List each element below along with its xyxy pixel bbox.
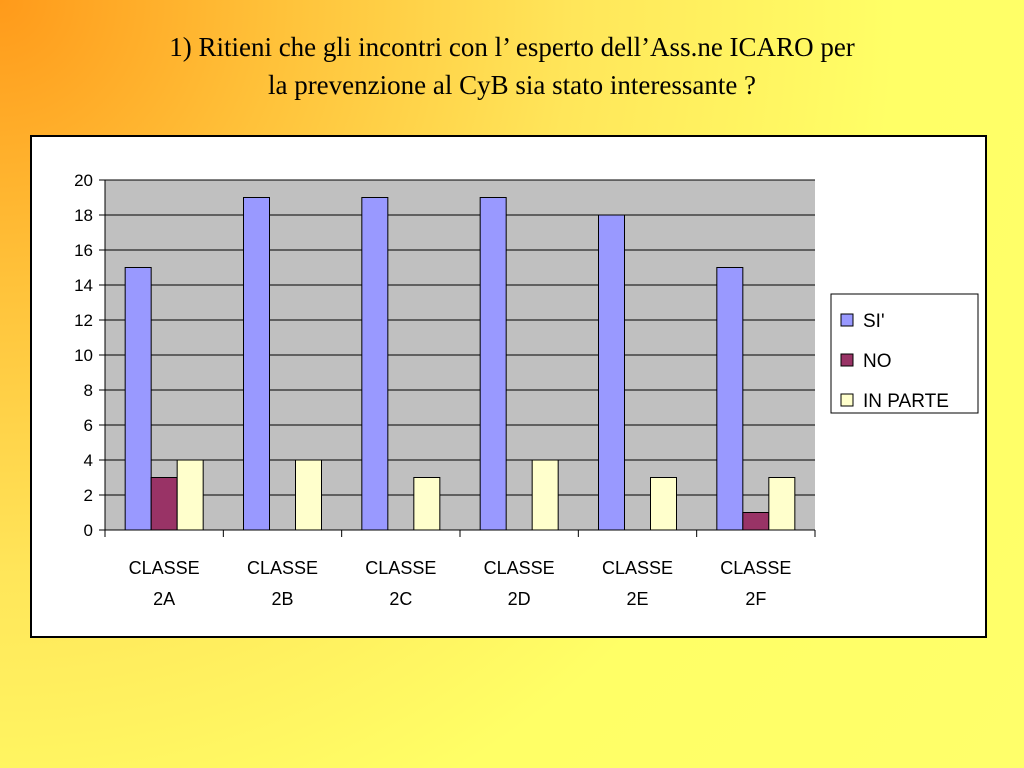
bar-in-parte-2e bbox=[650, 477, 677, 531]
x-tick-label: CLASSE bbox=[484, 558, 555, 578]
legend-swatch bbox=[840, 393, 854, 407]
bar-si-2a bbox=[124, 267, 152, 531]
chart-frame: 0 2 4 6 8 10 12 14 16 18 20 CLASSE 2A CLASSE 2B CLASSE 2… bbox=[30, 135, 987, 638]
y-tick-label: 12 bbox=[74, 311, 93, 330]
y-tick-label: 18 bbox=[74, 206, 93, 225]
x-tick-label: CLASSE bbox=[365, 558, 436, 578]
bar-chart: 0 2 4 6 8 10 12 14 16 18 20 CLASSE 2A CLASSE 2B CLASSE 2… bbox=[74, 171, 979, 609]
slide-title-line-1: 1) Ritieni che gli incontri con l’ esper… bbox=[169, 32, 855, 62]
bar-si-2f bbox=[716, 267, 744, 531]
bar-in-parte-2d bbox=[531, 459, 559, 531]
bar-no-2a bbox=[150, 477, 178, 531]
y-tick-label: 0 bbox=[84, 521, 93, 540]
x-tick-label: 2F bbox=[745, 589, 766, 609]
y-tick-label: 20 bbox=[74, 171, 93, 190]
x-tick-label: 2B bbox=[271, 589, 293, 609]
x-tick-label: 2E bbox=[626, 589, 648, 609]
y-tick-label: 8 bbox=[84, 381, 93, 400]
y-tick-label: 16 bbox=[74, 241, 93, 260]
legend-label: IN PARTE bbox=[863, 391, 949, 412]
x-tick-label: 2C bbox=[389, 589, 412, 609]
x-tick-label: 2D bbox=[508, 589, 531, 609]
x-tick-label: CLASSE bbox=[720, 558, 791, 578]
legend-swatch bbox=[840, 353, 854, 367]
legend-label: NO bbox=[863, 351, 892, 372]
bar-si-2e bbox=[598, 214, 625, 531]
slide-title-line-2: la prevenzione al CyB sia stato interess… bbox=[267, 70, 757, 100]
legend-label: SI' bbox=[863, 311, 885, 332]
x-tick-label: 2A bbox=[153, 589, 175, 609]
bar-in-parte-2b bbox=[295, 459, 322, 531]
y-tick-label: 6 bbox=[84, 416, 93, 435]
bar-in-parte-2a bbox=[176, 459, 204, 531]
bar-no-2f bbox=[742, 512, 770, 531]
x-tick-label: CLASSE bbox=[602, 558, 673, 578]
bar-in-parte-2f bbox=[768, 477, 796, 531]
x-tick-label: CLASSE bbox=[247, 558, 318, 578]
legend bbox=[830, 293, 979, 414]
bar-si-2d bbox=[479, 197, 507, 531]
y-tick-label: 2 bbox=[84, 486, 93, 505]
y-tick-label: 4 bbox=[84, 451, 93, 470]
x-tick-label: CLASSE bbox=[129, 558, 200, 578]
y-tick-label: 10 bbox=[74, 346, 93, 365]
bar-si-2c bbox=[361, 197, 389, 531]
bar-si-2b bbox=[243, 197, 270, 531]
legend-swatch bbox=[840, 313, 854, 327]
slide-title: 1) Ritieni che gli incontri con l’ esper… bbox=[40, 28, 984, 104]
bar-in-parte-2c bbox=[413, 477, 441, 531]
y-tick-label: 14 bbox=[74, 276, 93, 295]
